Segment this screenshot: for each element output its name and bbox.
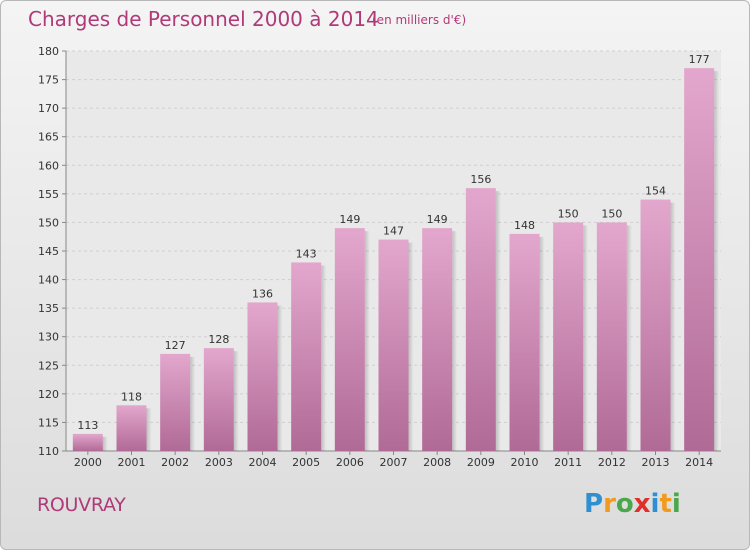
x-tick-label: 2009 (467, 456, 495, 469)
logo-letter: x (633, 489, 651, 519)
bar (509, 233, 540, 451)
bar-shadow (626, 225, 632, 451)
bar (247, 302, 278, 451)
bar-value-label: 147 (383, 225, 404, 238)
bar-value-label: 143 (296, 247, 317, 260)
logo-letter: i (650, 489, 660, 519)
bar-shadow (146, 408, 152, 451)
bar (596, 222, 627, 451)
x-tick-label: 2007 (380, 456, 408, 469)
logo-letter: r (603, 489, 616, 519)
bar-value-label: 150 (558, 207, 579, 220)
bar-value-label: 149 (339, 213, 360, 226)
bar (422, 228, 453, 451)
bar-shadow (714, 71, 720, 452)
y-tick-label: 155 (38, 188, 59, 201)
bar-value-label: 150 (601, 207, 622, 220)
x-tick-label: 2003 (205, 456, 233, 469)
x-tick-label: 2014 (685, 456, 713, 469)
logo-letter: i (671, 489, 681, 519)
x-tick-label: 2002 (161, 456, 189, 469)
x-tick-label: 2011 (554, 456, 582, 469)
bar-value-label: 154 (645, 185, 666, 198)
bar (640, 199, 671, 451)
x-tick-label: 2010 (511, 456, 539, 469)
bar-value-label: 127 (165, 339, 186, 352)
y-tick-label: 110 (38, 445, 59, 458)
y-tick-label: 140 (38, 274, 59, 287)
y-tick-label: 150 (38, 216, 59, 229)
y-tick-label: 120 (38, 388, 59, 401)
bar-shadow (408, 242, 414, 451)
bar (291, 262, 322, 451)
y-tick-label: 145 (38, 245, 59, 258)
bar-value-label: 148 (514, 219, 535, 232)
y-tick-label: 175 (38, 74, 59, 87)
bar-shadow (364, 231, 370, 451)
bar-shadow (277, 305, 283, 451)
y-tick-label: 115 (38, 416, 59, 429)
bar-value-label: 113 (77, 419, 98, 432)
bar-shadow (233, 351, 239, 451)
bar-shadow (495, 191, 501, 451)
bar-shadow (321, 265, 327, 451)
chart-title: Charges de Personnel 2000 à 2014 (28, 7, 379, 31)
y-tick-label: 160 (38, 159, 59, 172)
bar (203, 348, 234, 451)
bar-shadow (102, 436, 108, 451)
logo-letter: t (659, 489, 672, 519)
bar-shadow (583, 225, 589, 451)
bar-shadow (670, 202, 676, 451)
bar (378, 239, 409, 451)
logo-letter: o (615, 489, 634, 519)
y-tick-label: 135 (38, 302, 59, 315)
bar-shadow (452, 231, 458, 451)
y-tick-label: 180 (38, 45, 59, 58)
x-tick-label: 2006 (336, 456, 364, 469)
y-tick-label: 130 (38, 331, 59, 344)
x-tick-label: 2001 (118, 456, 146, 469)
y-tick-label: 170 (38, 102, 59, 115)
bar (72, 433, 103, 451)
x-tick-label: 2005 (292, 456, 320, 469)
bar-value-label: 156 (470, 173, 491, 186)
x-tick-label: 2004 (249, 456, 277, 469)
bar (553, 222, 584, 451)
bar (465, 188, 496, 451)
proxiti-logo[interactable]: Proxiti (584, 489, 681, 519)
bar (116, 405, 147, 451)
x-tick-label: 2012 (598, 456, 626, 469)
bar-value-label: 128 (208, 333, 229, 346)
bar-value-label: 177 (689, 53, 710, 66)
bar-shadow (539, 236, 545, 451)
logo-letter: P (584, 489, 604, 519)
bar-shadow (190, 356, 196, 451)
bar-value-label: 118 (121, 390, 142, 403)
y-tick-label: 125 (38, 359, 59, 372)
town-name: ROUVRAY (37, 494, 126, 516)
bar (684, 68, 715, 452)
bar (334, 228, 365, 451)
x-tick-label: 2013 (642, 456, 670, 469)
x-tick-label: 2000 (74, 456, 102, 469)
bar (160, 353, 191, 451)
bar-value-label: 136 (252, 287, 273, 300)
y-tick-label: 165 (38, 131, 59, 144)
chart-subtitle: (en milliers d'€) (372, 13, 467, 27)
bar-value-label: 149 (427, 213, 448, 226)
x-tick-label: 2008 (423, 456, 451, 469)
